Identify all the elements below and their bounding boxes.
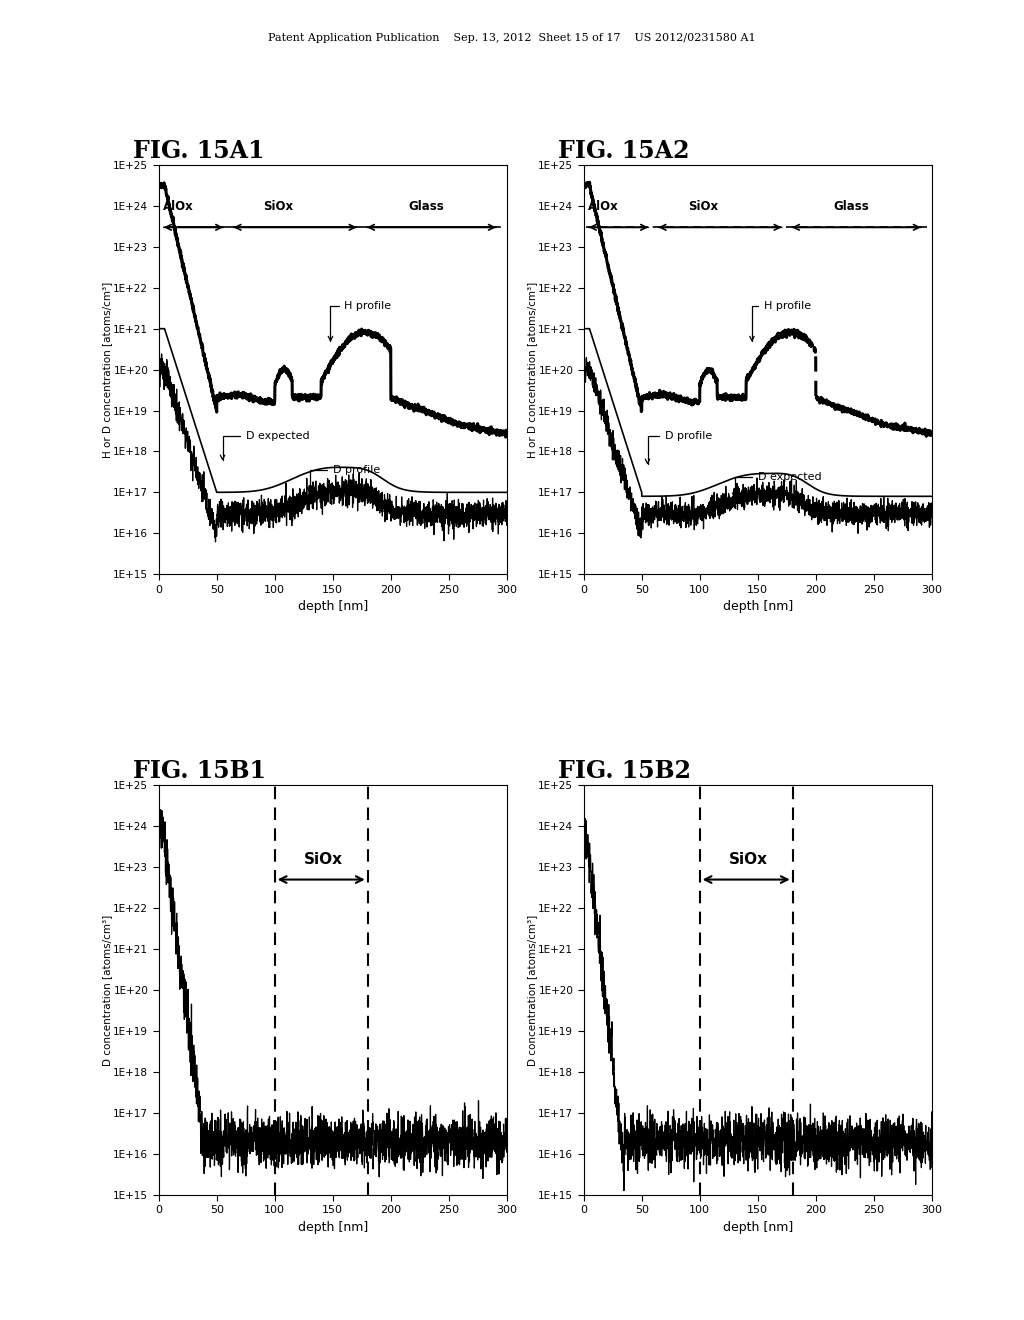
Text: SiOx: SiOx — [304, 851, 343, 867]
Y-axis label: H or D concentration [atoms/cm³]: H or D concentration [atoms/cm³] — [527, 281, 537, 458]
Y-axis label: H or D concentration [atoms/cm³]: H or D concentration [atoms/cm³] — [102, 281, 112, 458]
Text: Patent Application Publication    Sep. 13, 2012  Sheet 15 of 17    US 2012/02315: Patent Application Publication Sep. 13, … — [268, 33, 756, 44]
Text: D profile: D profile — [645, 432, 712, 463]
Text: FIG. 15B1: FIG. 15B1 — [133, 759, 266, 783]
Text: SiOx: SiOx — [688, 199, 718, 213]
X-axis label: depth [nm]: depth [nm] — [298, 601, 368, 614]
Text: FIG. 15B2: FIG. 15B2 — [558, 759, 691, 783]
Text: D expected: D expected — [732, 473, 821, 498]
Text: AlOx: AlOx — [589, 199, 620, 213]
Y-axis label: D concentration [atoms/cm³]: D concentration [atoms/cm³] — [102, 915, 112, 1065]
Text: D expected: D expected — [220, 432, 309, 459]
Text: SiOx: SiOx — [729, 851, 768, 867]
Y-axis label: D concentration [atoms/cm³]: D concentration [atoms/cm³] — [527, 915, 537, 1065]
Text: H profile: H profile — [329, 301, 391, 341]
X-axis label: depth [nm]: depth [nm] — [298, 1221, 368, 1234]
Text: SiOx: SiOx — [263, 199, 293, 213]
Text: FIG. 15A2: FIG. 15A2 — [558, 139, 689, 162]
X-axis label: depth [nm]: depth [nm] — [723, 1221, 793, 1234]
Text: D profile: D profile — [307, 465, 380, 492]
Text: Glass: Glass — [409, 199, 444, 213]
Text: H profile: H profile — [750, 301, 811, 341]
Text: Glass: Glass — [834, 199, 869, 213]
Text: AlOx: AlOx — [164, 199, 195, 213]
Text: FIG. 15A1: FIG. 15A1 — [133, 139, 264, 162]
X-axis label: depth [nm]: depth [nm] — [723, 601, 793, 614]
